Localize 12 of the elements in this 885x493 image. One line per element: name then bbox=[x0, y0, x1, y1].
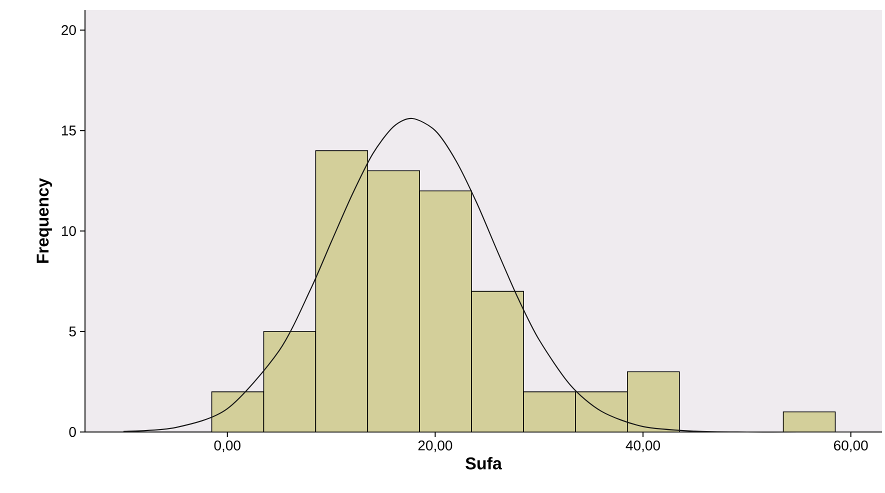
x-tick-label: 40,00 bbox=[626, 440, 660, 452]
y-tick-label: 5 bbox=[69, 326, 76, 336]
x-axis-title: Sufa bbox=[466, 456, 502, 470]
y-tick-label: 15 bbox=[62, 126, 76, 136]
x-tick-label: 0,00 bbox=[214, 440, 240, 452]
y-tick-label: 20 bbox=[62, 25, 76, 36]
x-tick-label: 20,00 bbox=[418, 440, 452, 452]
y-tick-label: 10 bbox=[62, 226, 76, 236]
x-tick-label: 60,00 bbox=[834, 440, 868, 452]
line-series bbox=[122, 118, 852, 433]
y-axis-title: Frequency bbox=[36, 178, 52, 263]
y-tick-label: 0 bbox=[69, 427, 76, 437]
